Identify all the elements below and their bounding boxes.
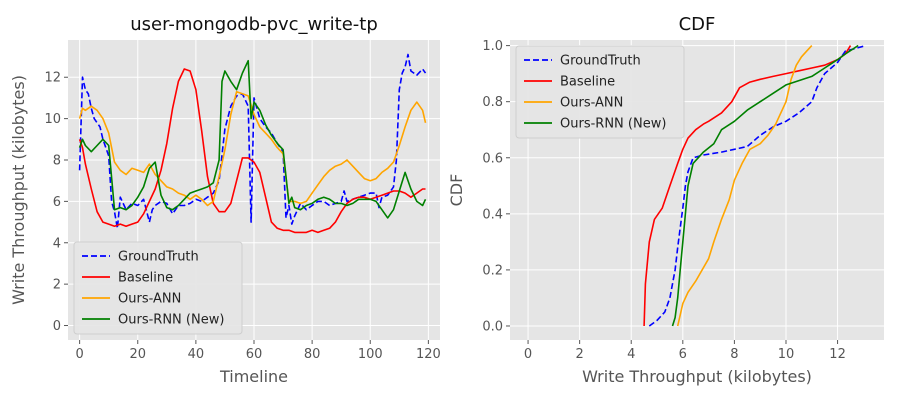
y-tick-label: 2: [53, 278, 61, 293]
y-tick-label: 0.6: [482, 151, 503, 166]
legend-label: Baseline: [118, 271, 173, 286]
legend-label: Ours-ANN: [118, 292, 181, 307]
legend: GroundTruth Baseline Ours-ANN Ours-RNN (New…: [515, 45, 685, 139]
y-tick-label: 8: [53, 154, 61, 169]
x-tick-label: 0: [75, 347, 83, 362]
y-tick-label: 12: [44, 71, 61, 86]
x-tick-label: 20: [129, 347, 146, 362]
series-line-ours-ann: [676, 45, 813, 327]
y-tick-label: 1.0: [482, 39, 503, 54]
legend-label: Ours-RNN (New): [560, 117, 666, 132]
legend-label: Baseline: [560, 75, 615, 90]
legend-box: [73, 241, 243, 335]
y-axis-label: Write Throughput (kilobytes): [9, 75, 28, 305]
x-tick-label: 12: [829, 347, 846, 362]
chart-title: CDF: [679, 14, 716, 35]
y-tick-label: 0.4: [482, 207, 503, 222]
y-axis-label: CDF: [447, 174, 466, 207]
legend-label: GroundTruth: [560, 54, 641, 69]
x-axis-label: Timeline: [219, 367, 288, 386]
y-tick-label: 0.2: [482, 263, 503, 278]
y-tick-label: 4: [53, 236, 61, 251]
series-line-groundtruth: [648, 44, 867, 327]
x-tick-label: 6: [679, 347, 687, 362]
chart-title: user-mongodb-pvc_write-tp: [130, 14, 378, 35]
x-tick-label: 10: [778, 347, 795, 362]
x-tick-label: 8: [730, 347, 738, 362]
legend-label: Ours-RNN (New): [118, 313, 224, 328]
chart-1: 0 20 40 60 80 100 120 0 2 4 6 8 10 12 user-mongodb-pvc…: [9, 14, 441, 386]
y-tick-label: 6: [53, 195, 61, 210]
legend-box: [515, 45, 685, 139]
chart-2: 0 2 4 6 8 10 12 0.0 0.2 0.4 0.6 0.8 1.0 CDF Write Thro…: [447, 14, 884, 386]
y-tick-label: 0.8: [482, 95, 503, 110]
x-tick-label: 0: [524, 347, 532, 362]
legend-label: Ours-ANN: [560, 96, 623, 111]
series-line-ours-rnn-new: [671, 44, 859, 327]
x-tick-label: 100: [358, 347, 383, 362]
y-tick-label: 0: [53, 319, 61, 334]
legend: GroundTruth Baseline Ours-ANN Ours-RNN (New…: [73, 241, 243, 335]
y-tick-label: 10: [44, 112, 61, 127]
legend-label: GroundTruth: [118, 250, 199, 265]
x-tick-label: 4: [627, 347, 635, 362]
x-tick-label: 120: [416, 347, 441, 362]
x-tick-label: 80: [304, 347, 321, 362]
x-tick-label: 60: [246, 347, 263, 362]
x-tick-label: 2: [576, 347, 584, 362]
series-line-ours-rnn-new: [78, 59, 427, 219]
x-axis-label: Write Throughput (kilobytes): [582, 367, 812, 386]
y-tick-label: 0.0: [482, 319, 503, 334]
x-tick-label: 40: [188, 347, 205, 362]
series-line-baseline: [643, 45, 852, 327]
